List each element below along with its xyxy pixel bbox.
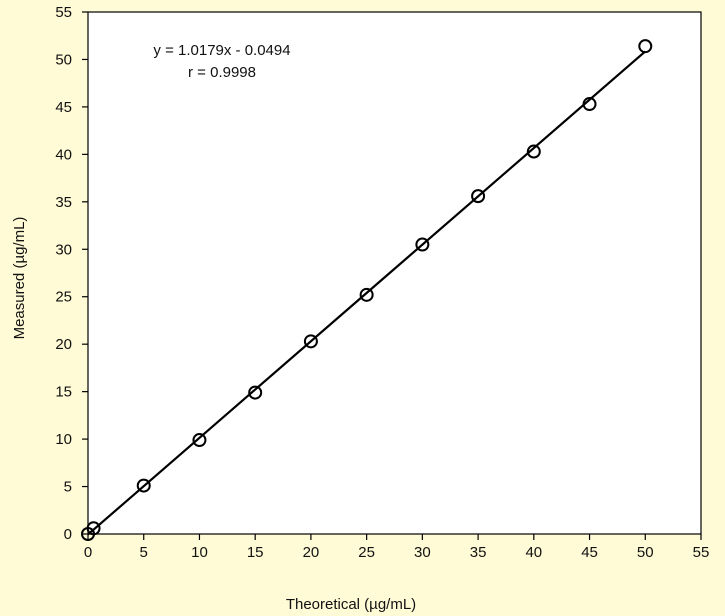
y-axis-title: Measured (µg/mL)	[11, 217, 28, 340]
data-point	[526, 144, 541, 159]
trendline-layer	[87, 50, 646, 536]
x-tick-label: 55	[693, 544, 710, 561]
data-point	[86, 521, 101, 536]
data-point	[192, 433, 207, 448]
x-tick-label: 25	[358, 544, 375, 561]
data-point	[359, 287, 374, 302]
y-tick-label: 20	[55, 336, 72, 353]
x-tick-label: 50	[637, 544, 654, 561]
data-point	[582, 97, 597, 112]
y-tick-label: 5	[64, 479, 72, 496]
y-tick-label: 25	[55, 289, 72, 306]
y-tick-label: 45	[55, 99, 72, 116]
y-tick-label: 40	[55, 146, 72, 163]
x-tick-label: 35	[470, 544, 487, 561]
x-tick-label: 10	[191, 544, 208, 561]
x-axis-title: Theoretical (µg/mL)	[286, 596, 416, 613]
x-tick-label: 15	[247, 544, 264, 561]
y-tick-label: 15	[55, 384, 72, 401]
data-point	[248, 385, 263, 400]
correlation-annotation: r = 0.9998	[188, 64, 256, 81]
y-tick-label: 0	[64, 526, 72, 543]
x-tick-label: 20	[303, 544, 320, 561]
x-tick-label: 40	[525, 544, 542, 561]
x-tick-label: 0	[84, 544, 92, 561]
trendline	[87, 50, 646, 536]
y-tick-label: 10	[55, 431, 72, 448]
x-tick-label: 5	[140, 544, 148, 561]
y-tick-label: 35	[55, 194, 72, 211]
data-point	[415, 237, 430, 252]
y-tick-label: 55	[55, 4, 72, 21]
axis-ticks: 0 5 10 15 20 25 30 35 40 45 50 55 0 5 10 15 20 25 30 35 40 45…	[55, 4, 709, 561]
x-tick-label: 45	[581, 544, 598, 561]
data-points	[81, 39, 653, 541]
data-point	[638, 39, 653, 54]
x-tick-label: 30	[414, 544, 431, 561]
data-point	[303, 334, 318, 349]
data-point	[136, 478, 151, 493]
y-tick-label: 30	[55, 241, 72, 258]
y-tick-label: 50	[55, 51, 72, 68]
data-point	[471, 189, 486, 204]
equation-annotation: y = 1.0179x - 0.0494	[153, 42, 290, 59]
